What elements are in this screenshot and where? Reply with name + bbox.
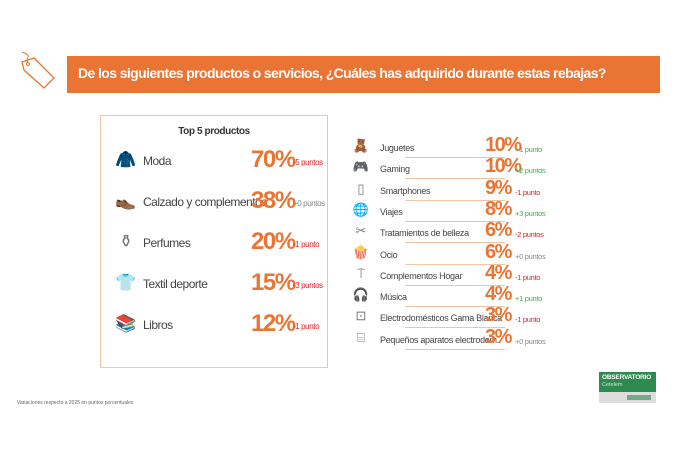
product-delta: -3 puntos <box>293 281 323 290</box>
product-label: Moda <box>143 154 172 168</box>
product-row: 🎧 Música 4% +1 punto <box>350 283 570 308</box>
logo-line2: Cetelem <box>602 382 623 388</box>
top5-row: 📚 Libros 12% -1 punto <box>101 310 329 340</box>
underline <box>405 178 505 180</box>
product-row: 🍿 Ocio 6% +0 puntos <box>350 240 570 265</box>
product-label: Viajes <box>380 206 403 217</box>
headphones-icon: 🎧 <box>352 287 370 303</box>
product-percent: 6% <box>485 219 512 242</box>
product-delta: -1 punto <box>515 315 541 325</box>
product-row: ⌸ Pequeños aparatos electrodom. 3% +0 pu… <box>350 325 570 350</box>
product-row: 🎮 Gaming 10% +2 puntos <box>350 155 570 180</box>
product-label: Ocio <box>380 249 398 260</box>
product-label: Juguetes <box>380 143 415 153</box>
product-delta: -2 puntos <box>515 230 544 240</box>
product-delta: +0 puntos <box>515 336 546 346</box>
product-label: Smartphones <box>380 185 431 196</box>
product-delta: -1 punto <box>515 187 541 197</box>
logo-line1: OBSERVATORIO <box>602 374 652 381</box>
observatorio-cetelem-logo: OBSERVATORIO Cetelem <box>599 372 656 403</box>
product-delta: -1 punto <box>293 240 320 249</box>
product-percent: 8% <box>485 197 512 220</box>
product-delta: +1 punto <box>515 294 543 304</box>
price-tag-icon <box>21 51 55 89</box>
underline <box>405 284 505 286</box>
product-label: Tratamientos de belleza <box>380 228 469 239</box>
product-percent: 4% <box>485 283 512 306</box>
product-label: Complementos Hogar <box>380 270 463 281</box>
globe-plane-icon: 🌐 <box>352 201 370 217</box>
product-percent: 10% <box>485 155 522 178</box>
product-percent: 10% <box>485 134 522 156</box>
perfume-icon: ⚱ <box>118 232 134 251</box>
top5-row: ⚱ Perfumes 20% -1 punto <box>101 228 329 258</box>
product-label: Libros <box>143 318 173 332</box>
lamp-icon: ⍑ <box>357 265 365 281</box>
product-delta: -5 puntos <box>293 158 323 167</box>
question-title: De los siguientes productos o servicios,… <box>78 65 606 81</box>
product-delta: +0 puntos <box>515 251 546 261</box>
product-row: 🧸 Juguetes 10% +1 punto <box>350 134 570 158</box>
product-label: Calzado y complementos <box>143 195 267 209</box>
product-percent: 20% <box>251 228 296 255</box>
top5-panel: Top 5 productos 🧥 Moda 70% -5 puntos 👞 Ca… <box>100 115 328 368</box>
product-delta: +2 puntos <box>515 166 546 176</box>
product-row: 🌐 Viajes 8% +3 puntos <box>350 197 570 222</box>
underline <box>405 242 505 244</box>
underline <box>405 263 505 265</box>
top5-title: Top 5 productos <box>178 126 250 137</box>
product-percent: 12% <box>251 310 296 337</box>
underline <box>405 220 505 222</box>
product-row: ⊡ Electrodomésticos Gama Blanca 3% -1 pu… <box>350 304 570 329</box>
product-delta: -1 punto <box>515 272 541 282</box>
underline <box>405 306 505 308</box>
top5-row: 🧥 Moda 70% -5 puntos <box>101 146 329 176</box>
underline <box>405 157 505 158</box>
product-row: ⍑ Complementos Hogar 4% -1 punto <box>350 261 570 286</box>
smartphone-icon: ▯ <box>357 180 365 196</box>
product-percent: 4% <box>485 261 512 284</box>
product-label: Música <box>380 292 407 303</box>
product-delta: +1 punto <box>515 145 543 154</box>
product-row: ▯ Smartphones 9% -1 punto <box>350 176 570 201</box>
underline <box>405 327 505 329</box>
product-percent: 3% <box>485 304 512 327</box>
blender-icon: ⌸ <box>357 329 365 345</box>
underline <box>405 348 505 350</box>
product-label: Perfumes <box>143 236 191 250</box>
gamepad-icon: 🎮 <box>352 159 370 175</box>
underline <box>405 199 505 201</box>
product-percent: 9% <box>485 176 512 199</box>
footnote: Variaciones respecto a 2025 en puntos po… <box>17 400 134 406</box>
books-icon: 📚 <box>115 314 137 333</box>
product-delta: -1 punto <box>293 322 320 331</box>
product-label: Electrodomésticos Gama Blanca <box>380 313 502 324</box>
product-percent: 3% <box>485 325 512 348</box>
question-header: De los siguientes productos o servicios,… <box>67 56 660 93</box>
jacket-icon: 🧥 <box>115 150 137 169</box>
beauty-icon: ✂ <box>355 223 367 239</box>
product-row: ✂ Tratamientos de belleza 6% -2 puntos <box>350 219 570 244</box>
product-label: Pequeños aparatos electrodom. <box>380 334 499 345</box>
top5-row: 👕 Textil deporte 15% -3 puntos <box>101 269 329 299</box>
product-delta: +3 puntos <box>515 208 546 218</box>
top5-row: 👞 Calzado y complementos 38% +0 puntos <box>101 187 329 217</box>
product-label: Textil deporte <box>143 277 208 291</box>
teddy-bear-icon: 🧸 <box>352 138 370 153</box>
popcorn-icon: 🍿 <box>352 244 370 260</box>
product-label: Gaming <box>380 164 410 175</box>
product-percent: 38% <box>251 187 296 214</box>
product-percent: 15% <box>251 269 296 296</box>
product-percent: 6% <box>485 240 512 263</box>
shoe-icon: 👞 <box>115 191 137 210</box>
washing-machine-icon: ⊡ <box>355 308 367 324</box>
product-percent: 70% <box>251 146 296 173</box>
tshirt-icon: 👕 <box>115 273 137 292</box>
product-delta: +0 puntos <box>293 199 325 208</box>
